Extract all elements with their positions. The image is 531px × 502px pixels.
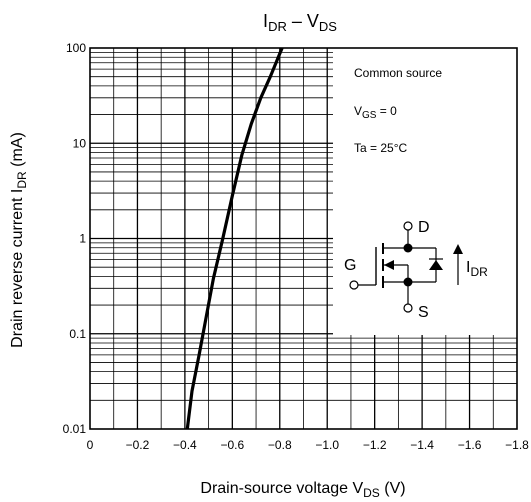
x-tick-label: 0: [87, 438, 94, 452]
mosfet-symbol: [349, 221, 463, 313]
pin-s-label: S: [418, 304, 429, 321]
x-tick-label: −1.6: [458, 438, 482, 452]
title-sub-ds: DS: [319, 19, 337, 34]
title-main: I: [263, 11, 268, 31]
x-tick-label: −1.4: [410, 438, 434, 452]
curve-layer: [185, 47, 284, 430]
chart-title: IDR – VDS: [263, 11, 337, 34]
title-sub-dr: DR: [268, 19, 287, 34]
annotation-vgs-main: V: [354, 104, 362, 118]
pin-d-label: D: [418, 219, 430, 236]
source-terminal: [403, 303, 413, 313]
y-axis-label: Drain reverse current IDR (mA): [9, 132, 29, 348]
x-tick-label: −1.2: [363, 438, 387, 452]
x-tick-label: −0.8: [268, 438, 292, 452]
annotation-common-source: Common source: [354, 66, 442, 80]
x-tick-labels: 0 −0.2 −0.4 −0.6 −0.8 −1.0 −1.2 −1.4 −1.6 −1.8: [87, 438, 530, 452]
x-tick-label: −0.4: [173, 438, 197, 452]
y-tick-labels: 0.01 0.1 1 10 100: [63, 41, 87, 436]
idr-arrow-head: [453, 244, 463, 254]
x-tick-label: −0.2: [126, 438, 150, 452]
gate-terminal: [349, 280, 359, 290]
drain-terminal: [403, 221, 413, 231]
y-tick-label: 0.01: [63, 422, 87, 436]
plot-frame: [89, 47, 518, 430]
y-axis-label-sub: DR: [15, 171, 29, 189]
idr-label-sub: DR: [470, 265, 488, 279]
idr-label-main: I: [466, 259, 470, 276]
y-tick-label: 0.1: [69, 327, 86, 341]
x-axis-label-main: Drain-source voltage V: [200, 480, 363, 497]
diode-arrow: [429, 260, 443, 270]
annotation-vgs-sub: GS: [362, 110, 377, 121]
title-dash: – V: [287, 11, 319, 31]
series-line: [185, 47, 284, 430]
y-axis-label-main: Drain reverse current I: [9, 189, 26, 348]
x-tick-label: −1.0: [315, 438, 339, 452]
annotation-vgs: VGS = 0: [354, 104, 397, 121]
body-arrow: [384, 260, 394, 270]
pin-g-label: G: [344, 257, 356, 274]
x-axis-label: Drain-source voltage VDS (V): [200, 480, 405, 500]
annotation-vgs-value: = 0: [376, 104, 397, 118]
x-axis-label-unit: (V): [380, 480, 406, 497]
y-tick-label: 100: [66, 41, 86, 55]
x-tick-label: −0.6: [220, 438, 244, 452]
x-tick-label: −1.8: [505, 438, 529, 452]
x-axis-label-sub: DS: [363, 486, 380, 500]
y-tick-label: 1: [79, 232, 86, 246]
annotation-box: [333, 48, 517, 335]
y-axis-label-unit: (mA): [9, 132, 26, 171]
idr-label: IDR: [466, 259, 488, 279]
y-tick-label: 10: [73, 136, 87, 150]
annotation-ta: Ta = 25°C: [354, 141, 407, 155]
